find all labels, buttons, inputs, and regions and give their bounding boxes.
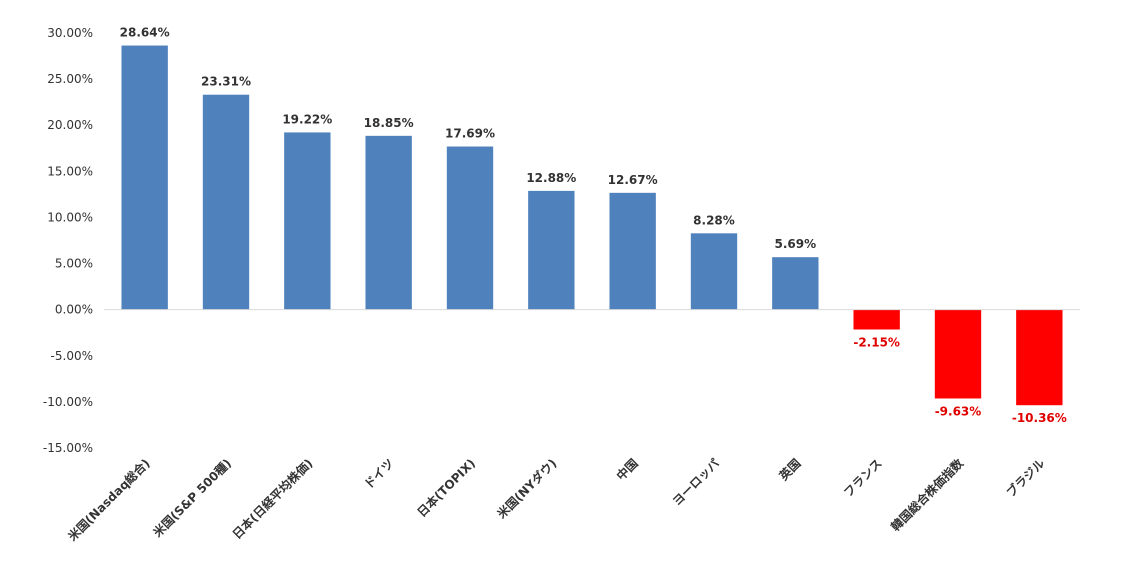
category-label: 日本(TOPIX) [414, 456, 478, 520]
bars [121, 45, 1063, 406]
data-label: -2.15% [853, 335, 900, 349]
data-label: 12.88% [526, 171, 576, 185]
bar [446, 146, 494, 310]
category-label: ブラジル [1003, 456, 1047, 500]
data-label: 12.67% [608, 173, 658, 187]
bar [772, 257, 819, 310]
category-label: 英国 [776, 456, 804, 484]
x-axis: 米国(Nasdaq総合)米国(S&P 500種)日本(日経平均株価) ドイツ 日本(… [65, 455, 1048, 544]
data-label: -9.63% [935, 404, 982, 418]
bar [528, 190, 575, 310]
category-label: 米国(S&P 500種) [150, 456, 234, 540]
data-label: 18.85% [364, 116, 414, 130]
y-tick-label: -15.00% [43, 441, 93, 455]
bar [202, 94, 250, 310]
bar [1016, 309, 1063, 406]
category-label: ドイツ [361, 456, 396, 491]
data-label: 17.69% [445, 127, 495, 141]
y-tick-label: 15.00% [47, 164, 93, 178]
category-label: ヨーロッパ [670, 456, 722, 508]
bar [853, 309, 900, 330]
y-tick-label: -10.00% [43, 395, 93, 409]
category-label: 韓国総合株価指数 [888, 455, 967, 534]
bar [365, 135, 412, 310]
y-tick-label: 30.00% [47, 26, 93, 40]
bar [121, 45, 168, 310]
category-label: 米国(NYダウ) [494, 456, 560, 522]
data-label: 28.64% [120, 26, 170, 40]
bar [690, 233, 738, 310]
data-label: 8.28% [693, 213, 735, 227]
bar [609, 192, 656, 310]
data-label: -10.36% [1012, 411, 1067, 425]
y-tick-label: 10.00% [47, 210, 93, 224]
y-tick-label: 20.00% [47, 118, 93, 132]
bar [934, 309, 982, 399]
data-label: 5.69% [775, 237, 817, 251]
category-label: 中国 [613, 456, 641, 484]
data-label: 19.22% [282, 112, 332, 126]
y-tick-label: -5.00% [51, 349, 93, 363]
y-tick-label: 0.00% [55, 303, 93, 317]
y-tick-label: 5.00% [55, 257, 93, 271]
y-tick-label: 25.00% [47, 72, 93, 86]
data-label: 23.31% [201, 75, 251, 89]
data-labels: 28.64% 23.31% 19.22% 18.85% 17.69% 12.88% 12.6… [120, 26, 1067, 426]
category-label: フランス [841, 456, 885, 500]
bar [284, 132, 331, 310]
category-label: 日本(日経平均株価) [229, 456, 315, 542]
category-label: 米国(Nasdaq総合) [65, 456, 153, 544]
y-axis: 30.00% 25.00% 20.00% 15.00% 10.00% 5.00% 0.00%… [43, 26, 93, 455]
